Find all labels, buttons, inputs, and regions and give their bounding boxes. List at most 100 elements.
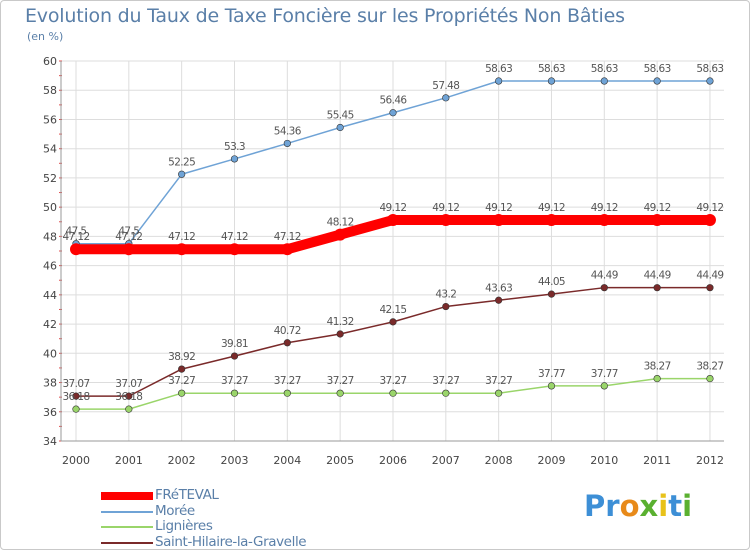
data-label: 58.63 [644, 63, 671, 75]
y-tick-label: 56 [43, 113, 57, 126]
data-point [178, 365, 186, 373]
data-label: 43.63 [485, 282, 512, 294]
y-tick-label: 36 [43, 406, 57, 419]
proxiti-logo: Proxiti [584, 489, 692, 523]
data-point [442, 94, 450, 102]
data-point [653, 284, 661, 292]
data-point [703, 214, 716, 227]
data-point [545, 214, 558, 227]
chart-title: Evolution du Taux de Taxe Foncière sur l… [25, 5, 625, 27]
y-tick-label: 40 [43, 347, 57, 360]
legend-swatch-saint-hilaire [101, 541, 153, 544]
brand-letter: r [605, 489, 620, 523]
data-point [336, 389, 344, 397]
data-point [125, 392, 133, 400]
data-point [386, 214, 399, 227]
data-label: 49.12 [432, 202, 459, 214]
data-label: 49.12 [644, 202, 671, 214]
data-label: 37.27 [221, 375, 248, 387]
data-label: 42.15 [379, 304, 406, 316]
data-label: 47.5 [118, 226, 139, 238]
data-point [125, 405, 133, 413]
data-label: 47.12 [62, 231, 89, 243]
data-label: 44.49 [644, 270, 671, 282]
data-label: 37.27 [379, 375, 406, 387]
x-tick-label: 2008 [485, 454, 513, 467]
data-label: 38.92 [168, 351, 195, 363]
legend-label-moree: Morée [155, 502, 195, 519]
data-label: 36.18 [62, 391, 89, 403]
data-point [600, 382, 608, 390]
data-label: 40.72 [274, 325, 301, 337]
data-point [651, 214, 664, 227]
data-label: 41.32 [327, 316, 354, 328]
data-point [178, 170, 186, 178]
x-tick-label: 2004 [273, 454, 301, 467]
x-tick-label: 2002 [168, 454, 196, 467]
data-label: 44.49 [696, 270, 723, 282]
data-point [442, 389, 450, 397]
x-tick-label: 2006 [379, 454, 407, 467]
x-tick-label: 2000 [62, 454, 90, 467]
y-tick-label: 60 [43, 55, 57, 68]
x-tick-label: 2003 [220, 454, 248, 467]
data-label: 58.63 [538, 63, 565, 75]
x-tick-label: 2010 [590, 454, 618, 467]
data-label: 49.12 [591, 202, 618, 214]
x-tick-label: 2001 [115, 454, 143, 467]
data-point [598, 214, 611, 227]
data-label: 37.27 [168, 375, 195, 387]
data-point [547, 382, 556, 390]
brand-letter: P [584, 489, 606, 523]
data-point [336, 330, 344, 338]
legend-swatch-lignieres [101, 526, 153, 528]
y-tick-label: 38 [43, 377, 57, 390]
data-label: 49.12 [696, 202, 723, 214]
data-point [175, 243, 188, 256]
data-label: 54.36 [274, 125, 302, 137]
data-point [600, 77, 608, 85]
data-point [72, 392, 80, 400]
data-label: 47.12 [115, 231, 142, 243]
brand-letter: t [668, 489, 683, 523]
legend-swatch-moree [101, 510, 153, 513]
y-tick-label: 46 [43, 260, 57, 273]
data-point [281, 243, 294, 256]
data-point [122, 243, 135, 256]
data-point [495, 389, 503, 397]
data-label: 37.27 [432, 375, 459, 387]
data-point [178, 389, 186, 397]
data-label: 44.49 [591, 270, 618, 282]
data-label: 47.12 [221, 231, 248, 243]
brand-letter: o [619, 489, 640, 523]
data-label: 56.46 [379, 95, 407, 107]
data-point [547, 77, 556, 85]
data-label: 53.3 [224, 141, 245, 153]
data-point [70, 243, 82, 256]
data-point [600, 284, 608, 292]
data-label: 58.63 [696, 63, 723, 75]
y-tick-label: 34 [43, 435, 57, 448]
data-label: 43.2 [435, 289, 456, 301]
data-label: 52.25 [168, 156, 195, 168]
data-point [230, 389, 239, 397]
data-label: 37.27 [485, 375, 512, 387]
data-label: 47.5 [66, 226, 87, 238]
data-label: 38.27 [696, 361, 723, 373]
data-point [442, 302, 450, 311]
data-point [334, 228, 347, 241]
data-label: 36.18 [115, 391, 142, 403]
data-point [706, 77, 714, 85]
data-point [72, 405, 80, 413]
legend-label-saint-hilaire: Saint-Hilaire-la-Gravelle [155, 533, 307, 550]
data-point [389, 109, 397, 117]
y-tick-label: 54 [43, 143, 57, 156]
data-label: 37.07 [115, 378, 142, 390]
data-label: 49.12 [538, 202, 565, 214]
data-point [706, 374, 714, 383]
data-label: 37.77 [591, 368, 618, 380]
y-tick-label: 58 [43, 84, 57, 97]
data-label: 49.12 [379, 202, 406, 214]
